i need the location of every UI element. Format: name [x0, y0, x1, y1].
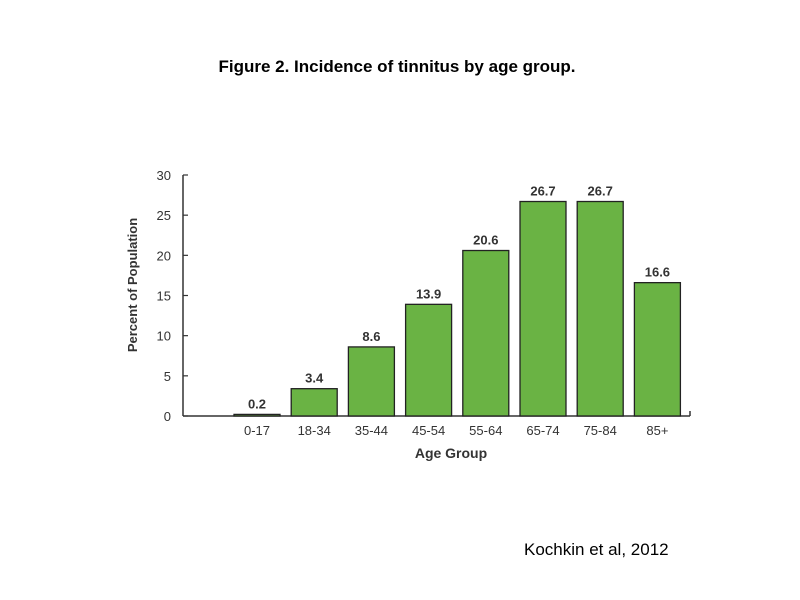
y-tick-label: 25: [157, 208, 171, 223]
x-tick-label: 18-34: [298, 423, 331, 438]
data-label: 26.7: [530, 184, 555, 199]
y-tick-label: 15: [157, 289, 171, 304]
data-label: 3.4: [305, 371, 324, 386]
source-citation: Kochkin et al, 2012: [524, 540, 669, 559]
x-tick-label: 45-54: [412, 423, 445, 438]
bar-45-54: [404, 303, 453, 417]
x-tick-label: 55-64: [469, 423, 502, 438]
bar-65-74: [519, 200, 567, 417]
data-label: 8.6: [362, 329, 380, 344]
bar-18-34: [290, 388, 338, 417]
data-labels: 0.2 3.4 8.6 13.9 20.6 26.7 26.7 16.6: [248, 184, 670, 412]
x-tick-label: 85+: [646, 423, 668, 438]
bar-0-17: [233, 413, 281, 417]
x-tick-label: 0-17: [244, 423, 270, 438]
figure-title: Figure 2. Incidence of tinnitus by age g…: [218, 57, 576, 76]
x-axis-label: Age Group: [415, 445, 487, 461]
bar-35-44: [347, 346, 396, 417]
bar-55-64: [462, 249, 510, 417]
data-label: 16.6: [645, 265, 670, 280]
bar-85+: [633, 281, 682, 417]
x-tick-label: 35-44: [355, 423, 388, 438]
bar-75-84: [576, 200, 624, 417]
y-axis-label: Percent of Population: [125, 218, 140, 352]
data-label: 20.6: [473, 233, 498, 248]
data-label: 13.9: [416, 286, 441, 301]
data-label: 0.2: [248, 396, 266, 411]
bars: [233, 200, 682, 417]
y-tick-label: 0: [164, 409, 171, 424]
y-axis: 0 5 10 15 20 25 30: [157, 168, 188, 424]
y-tick-label: 10: [157, 329, 171, 344]
y-tick-label: 20: [157, 248, 171, 263]
x-tick-label: 65-74: [526, 423, 559, 438]
y-tick-label: 5: [164, 369, 171, 384]
data-label: 26.7: [588, 184, 613, 199]
y-tick-label: 30: [157, 168, 171, 183]
x-tick-label: 75-84: [584, 423, 617, 438]
